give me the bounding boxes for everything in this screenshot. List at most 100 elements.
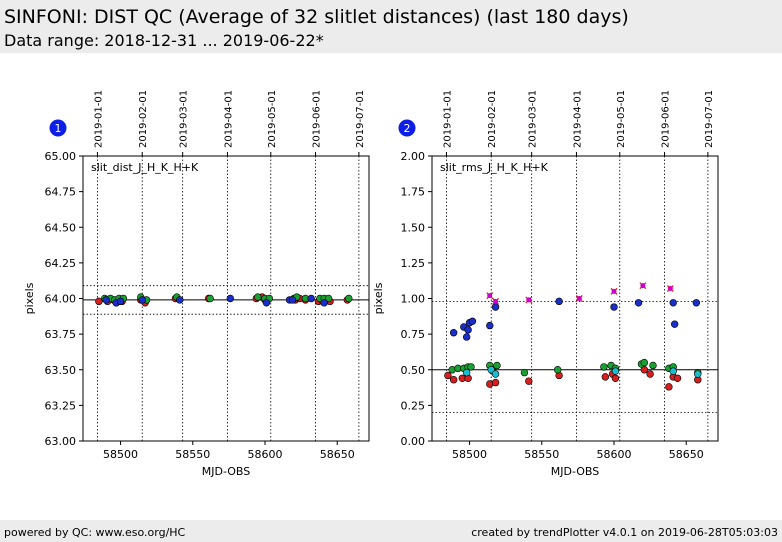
data-point xyxy=(468,317,477,325)
data-point xyxy=(262,299,271,307)
data-point xyxy=(646,370,654,378)
y-axis-label: pixels xyxy=(372,282,385,314)
data-point xyxy=(320,299,328,307)
y-tick-label: 63.75 xyxy=(45,328,77,341)
data-point xyxy=(464,326,472,334)
footer-bar: powered by QC: www.eso.org/HC created by… xyxy=(0,520,782,542)
data-point-x xyxy=(610,287,618,295)
data-point xyxy=(610,303,618,311)
chart-number-badge xyxy=(49,119,67,137)
data-point-x xyxy=(639,282,647,290)
y-tick-label: 0.50 xyxy=(401,364,426,377)
parameter-label: slit_dist_J_H_K_H+K xyxy=(91,161,199,174)
data-point xyxy=(634,299,643,307)
x-tick-label: 58500 xyxy=(103,448,138,461)
date-tick-label: 2019-06-01 xyxy=(312,90,323,148)
x-tick-label: 58550 xyxy=(175,448,210,461)
data-point-x xyxy=(666,285,674,292)
x-tick-label: 58650 xyxy=(320,448,355,461)
date-tick-label: 2019-04-01 xyxy=(223,90,234,148)
date-tick-label: 2019-05-01 xyxy=(616,90,627,148)
date-tick-label: 2019-01-01 xyxy=(93,90,104,148)
data-point xyxy=(95,297,103,306)
data-point-x xyxy=(525,296,533,304)
y-tick-label: 65.00 xyxy=(45,150,77,163)
y-tick-label: 1.50 xyxy=(401,221,426,234)
data-point xyxy=(254,293,262,301)
chart-number-badge xyxy=(398,119,416,137)
y-tick-label: 64.75 xyxy=(45,186,77,199)
data-point xyxy=(493,361,501,370)
data-point xyxy=(491,370,500,378)
data-point-x xyxy=(492,297,500,305)
data-point-x xyxy=(575,295,583,302)
parameter-label: slit_rms_J_H_K_H+K xyxy=(440,161,549,174)
data-point xyxy=(462,368,471,377)
data-point xyxy=(665,383,673,391)
y-tick-label: 0.75 xyxy=(401,328,426,341)
data-point xyxy=(462,333,471,341)
data-point xyxy=(491,378,500,387)
footer-powered-by: powered by QC: www.eso.org/HC xyxy=(4,526,186,539)
footer-created-by: created by trendPlotter v4.0.1 on 2019-0… xyxy=(471,526,778,539)
data-point xyxy=(467,363,475,371)
data-point xyxy=(345,294,353,303)
data-point xyxy=(694,370,702,378)
date-tick-label: 2019-07-01 xyxy=(704,90,715,148)
data-point xyxy=(525,377,533,385)
plot-frame xyxy=(431,155,719,442)
data-point-x-center xyxy=(611,288,617,294)
date-tick-label: 2019-03-01 xyxy=(179,90,190,148)
y-tick-label: 1.75 xyxy=(401,186,426,199)
data-point-x-center xyxy=(493,298,499,304)
data-point xyxy=(640,358,649,367)
x-axis-label: MJD-OBS xyxy=(551,465,599,478)
data-point-x-center xyxy=(487,293,493,299)
page-title: SINFONI: DIST QC (Average of 32 slitlet … xyxy=(4,6,629,28)
chart-1: 2019-01-01 2019-02-01 2019-03-01 2019-04-01… xyxy=(23,90,370,478)
x-axis-label: MJD-OBS xyxy=(202,465,250,478)
data-point-x-center xyxy=(667,286,673,292)
date-tick-label: 2019-05-01 xyxy=(267,90,278,148)
data-point xyxy=(601,373,610,381)
data-point xyxy=(102,296,110,304)
plots-canvas: 2019-01-01 2019-02-01 2019-03-01 2019-04-01… xyxy=(23,90,719,478)
data-point xyxy=(138,296,146,304)
date-tick-label: 2019-04-01 xyxy=(572,90,583,148)
date-tick-label: 2019-02-01 xyxy=(138,90,149,148)
data-point xyxy=(307,294,315,303)
y-tick-label: 63.25 xyxy=(45,399,77,412)
chart-number-text: 1 xyxy=(55,122,62,135)
y-tick-label: 64.00 xyxy=(45,293,77,306)
data-point xyxy=(692,299,701,307)
data-point xyxy=(486,321,494,330)
y-tick-label: 64.50 xyxy=(45,221,77,234)
data-point xyxy=(669,367,677,375)
x-tick-label: 58650 xyxy=(669,448,704,461)
data-point xyxy=(444,371,452,380)
data-point-x-center xyxy=(526,297,532,303)
data-point xyxy=(600,363,608,371)
data-point xyxy=(611,367,620,375)
data-point xyxy=(449,329,458,337)
x-tick-label: 58550 xyxy=(524,448,559,461)
y-tick-label: 1.00 xyxy=(401,293,426,306)
x-tick-label: 58600 xyxy=(597,448,632,461)
data-point xyxy=(670,320,679,328)
data-point xyxy=(669,299,677,307)
data-point-x xyxy=(486,292,494,300)
data-point xyxy=(491,303,500,311)
y-tick-label: 0.00 xyxy=(401,435,426,448)
x-tick-label: 58500 xyxy=(452,448,487,461)
date-tick-label: 2019-07-01 xyxy=(355,90,366,148)
data-point-x-center xyxy=(640,283,646,289)
y-tick-label: 1.25 xyxy=(401,257,426,270)
date-tick-label: 2019-01-01 xyxy=(442,90,453,148)
data-range-subtitle: Data range: 2018-12-31 ... 2019-06-22* xyxy=(4,31,324,50)
data-point xyxy=(176,296,184,304)
data-point xyxy=(520,368,529,377)
data-point-x-center xyxy=(576,296,582,301)
x-tick-label: 58600 xyxy=(248,448,283,461)
date-tick-label: 2019-02-01 xyxy=(487,90,498,148)
y-tick-label: 63.00 xyxy=(45,435,77,448)
